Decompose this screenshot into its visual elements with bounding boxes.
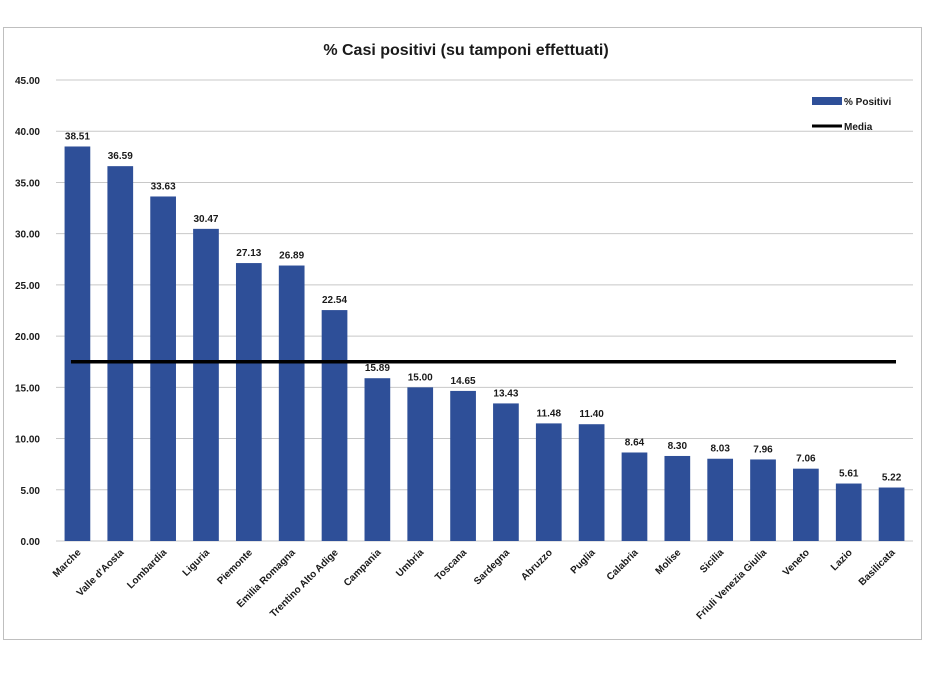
x-tick-label: Abruzzo	[519, 547, 555, 583]
bar	[364, 378, 391, 541]
bars	[64, 146, 905, 542]
data-label: 33.63	[151, 181, 176, 192]
x-tick-label: Lombardia	[125, 547, 169, 591]
x-tick-label: Basilicata	[857, 547, 898, 588]
legend: % Positivi Media	[812, 97, 891, 133]
y-tick-label: 15.00	[15, 383, 40, 394]
bar	[707, 458, 734, 541]
x-tick-label: Sicilia	[698, 547, 727, 576]
y-tick-label: 25.00	[15, 281, 40, 292]
y-axis-ticks: 0.00 5.00 10.00 15.00 20.00 25.00 30.00 35.00 40…	[15, 76, 40, 548]
bar	[793, 468, 819, 541]
gridlines	[56, 79, 913, 542]
x-tick-label: Piemonte	[215, 547, 255, 587]
x-tick-label: Puglia	[569, 547, 598, 576]
data-label: 11.48	[537, 408, 562, 419]
legend-swatch-positivi	[812, 97, 842, 105]
data-label: 27.13	[236, 248, 261, 259]
bar	[150, 196, 176, 541]
x-tick-label: Marche	[51, 547, 84, 580]
data-label: 15.89	[365, 363, 390, 374]
bar	[750, 459, 776, 541]
y-tick-label: 30.00	[15, 230, 40, 241]
bar-chart: % Casi positivi (su tamponi effettuati) …	[15, 42, 913, 622]
bar	[235, 263, 262, 541]
x-tick-label: Friuli Venezia Giulia	[695, 547, 770, 622]
x-tick-label: Campania	[342, 547, 384, 589]
bar	[621, 452, 648, 541]
data-label: 8.03	[710, 444, 730, 455]
bar	[321, 310, 348, 541]
data-label: 14.65	[451, 376, 476, 387]
bar	[664, 455, 691, 541]
data-label: 11.40	[579, 409, 604, 420]
y-tick-label: 0.00	[21, 537, 41, 548]
data-label: 7.96	[753, 444, 773, 455]
y-tick-label: 35.00	[15, 178, 40, 189]
bar	[578, 424, 605, 541]
legend-label-positivi: % Positivi	[844, 97, 891, 108]
data-label: 13.43	[493, 388, 518, 399]
bar	[493, 403, 519, 541]
x-tick-label: Toscana	[433, 547, 469, 583]
bar	[64, 146, 91, 541]
data-label: 26.89	[279, 251, 304, 262]
bar	[535, 423, 562, 541]
y-tick-label: 10.00	[15, 435, 40, 446]
bar	[193, 228, 219, 541]
bar	[835, 483, 862, 541]
chart-title: % Casi positivi (su tamponi effettuati)	[323, 42, 608, 59]
data-label: 38.51	[65, 131, 90, 142]
x-tick-label: Molise	[654, 547, 684, 577]
data-label: 36.59	[108, 151, 133, 162]
data-label: 15.00	[408, 372, 433, 383]
legend-label-media: Media	[844, 122, 873, 133]
data-label: 5.61	[839, 469, 859, 480]
x-tick-label: Veneto	[781, 547, 812, 578]
y-tick-label: 45.00	[15, 76, 40, 87]
x-tick-label: Sardegna	[472, 547, 512, 587]
bar	[278, 265, 305, 541]
bar	[407, 387, 434, 541]
x-tick-label: Umbria	[394, 547, 426, 579]
data-label: 8.64	[625, 437, 645, 448]
y-tick-label: 5.00	[21, 486, 41, 497]
data-label: 7.06	[796, 454, 816, 465]
y-tick-label: 40.00	[15, 127, 40, 138]
data-label: 22.54	[322, 295, 347, 306]
chart-frame: % Casi positivi (su tamponi effettuati) …	[3, 27, 922, 640]
x-tick-label: Liguria	[181, 547, 213, 579]
data-label: 30.47	[193, 214, 218, 225]
bar	[107, 166, 134, 542]
data-label: 8.30	[668, 441, 688, 452]
x-tick-label: Lazio	[829, 547, 855, 573]
data-label: 5.22	[882, 473, 902, 484]
bar	[878, 487, 905, 541]
x-tick-label: Calabria	[605, 547, 641, 583]
bar	[450, 390, 476, 541]
data-labels: 38.51 36.59 33.63 30.47 27.13 26.89 22.54 15.89…	[65, 131, 902, 483]
y-tick-label: 20.00	[15, 332, 40, 343]
